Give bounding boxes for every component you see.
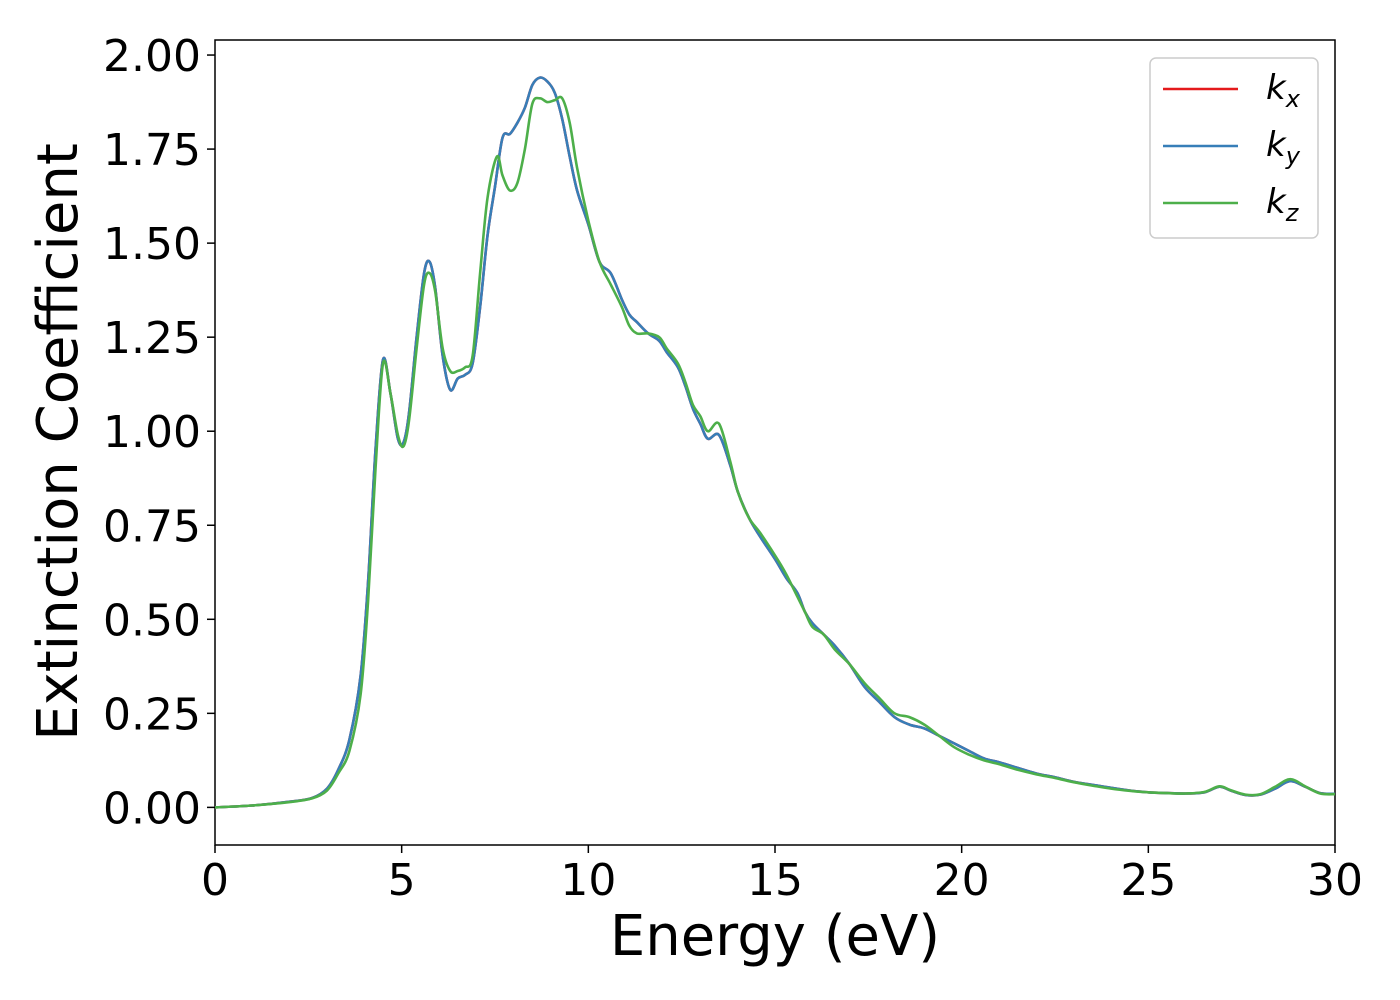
y-tick-label: 0.00 (103, 783, 201, 834)
x-tick-label: 0 (201, 855, 229, 906)
y-tick-label: 1.00 (103, 407, 201, 458)
y-tick-label: 1.25 (103, 313, 201, 364)
y-tick-label: 0.50 (103, 595, 201, 646)
x-tick-label: 30 (1307, 855, 1363, 906)
legend-label-y: ky (1266, 125, 1301, 170)
y-tick-label: 1.50 (103, 219, 201, 270)
series-line-z (214, 95, 1336, 809)
y-tick-label: 2.00 (103, 31, 201, 82)
plot-area (214, 39, 1336, 846)
legend: kx ky kz (1149, 57, 1319, 239)
legend-label-x: kx (1266, 68, 1301, 113)
x-tick-label: 20 (934, 855, 990, 906)
x-tick-label: 25 (1120, 855, 1176, 906)
x-axis: 0 5 10 15 20 25 30 (201, 845, 1363, 906)
x-axis-label: Energy (eV) (610, 904, 940, 969)
x-tick-label: 15 (747, 855, 803, 906)
x-tick-label: 5 (388, 855, 416, 906)
series-layer (214, 76, 1336, 809)
y-axis: 0.00 0.25 0.50 0.75 1.00 1.25 1.50 1.75 2.00 (103, 31, 215, 834)
legend-box (1149, 57, 1319, 239)
y-tick-label: 1.75 (103, 125, 201, 176)
x-tick-label: 10 (560, 855, 616, 906)
y-axis-label: Extinction Coefficient (26, 143, 91, 741)
legend-label-z: kz (1266, 182, 1300, 227)
y-tick-label: 0.25 (103, 689, 201, 740)
y-tick-label: 0.75 (103, 501, 201, 552)
